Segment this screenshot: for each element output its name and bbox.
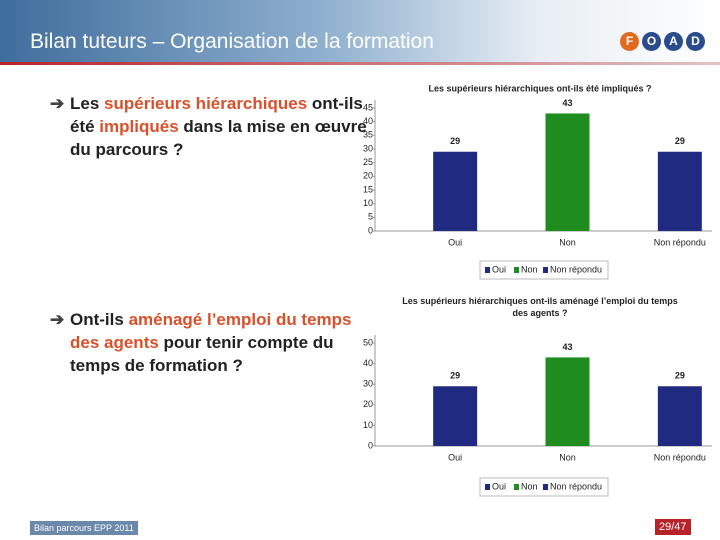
legend-label: Non répondu (550, 481, 602, 491)
x-tick-label: Non répondu (654, 237, 706, 247)
bullet: Les supérieurs hiérarchiques ont-ils été… (50, 92, 370, 161)
legend-swatch (543, 484, 548, 490)
legend-label: Non (521, 264, 538, 274)
header-rule (0, 62, 720, 65)
y-tick-label: 30 (363, 143, 373, 153)
footer-text: Bilan parcours EPP 2011 (30, 521, 138, 535)
legend-label: Oui (492, 481, 506, 491)
x-tick-label: Non (559, 237, 576, 247)
bar (433, 151, 478, 231)
bar (433, 386, 478, 446)
legend-swatch (514, 484, 519, 490)
y-tick-label: 35 (363, 130, 373, 140)
y-tick-label: 50 (363, 337, 373, 347)
y-tick-label: 20 (363, 171, 373, 181)
bar (657, 386, 702, 446)
y-tick-label: 0 (368, 225, 373, 235)
y-tick-label: 10 (363, 420, 373, 430)
logo-letter: O (642, 32, 661, 51)
legend-label: Non répondu (550, 264, 602, 274)
y-tick-label: 5 (368, 212, 373, 222)
bullet-text: supérieurs hiérarchiques (104, 94, 308, 113)
y-tick-label: 40 (363, 358, 373, 368)
y-tick-label: 30 (363, 379, 373, 389)
header-band (0, 0, 720, 62)
page-number: 29/47 (655, 519, 691, 535)
bullet-text: Ont-ils (70, 310, 129, 329)
bullet-text: ont-ils été (70, 94, 363, 136)
bullet-text: pour tenir compte du temps de formation … (70, 333, 334, 375)
value-label: 43 (562, 342, 572, 352)
slide-title: Bilan tuteurs – Organisation de la forma… (30, 30, 434, 53)
bullet-text: impliqués (99, 117, 179, 136)
bullet-text: aménagé l’emploi du temps des agents (70, 310, 352, 352)
x-tick-label: Oui (448, 452, 462, 462)
bullet: Ont-ils aménagé l’emploi du temps des ag… (50, 308, 370, 377)
legend-swatch (485, 267, 490, 273)
value-label: 29 (450, 371, 460, 381)
legend-swatch (485, 484, 490, 490)
x-tick-label: Non répondu (654, 452, 706, 462)
y-tick-label: 20 (363, 399, 373, 409)
chart-title: Les supérieurs hiérarchiques ont-ils amé… (402, 296, 678, 318)
y-tick-label: 25 (363, 157, 373, 167)
value-label: 29 (675, 136, 685, 146)
y-tick-label: 10 (363, 198, 373, 208)
value-label: 29 (675, 371, 685, 381)
value-label: 43 (562, 98, 572, 108)
legend-swatch (543, 267, 548, 273)
logo-letter: F (620, 32, 639, 51)
legend-label: Non (521, 481, 538, 491)
logo-letter: A (664, 32, 683, 51)
bar (545, 357, 590, 446)
bar (545, 113, 590, 231)
bullet-text: Les (70, 94, 105, 113)
bar (657, 151, 702, 231)
bullet-text: dans la mise en œuvre du parcours ? (70, 117, 367, 159)
legend-label: Oui (492, 264, 506, 274)
value-label: 29 (450, 136, 460, 146)
y-tick-label: 15 (363, 184, 373, 194)
legend-swatch (514, 267, 519, 273)
chart-title: Les supérieurs hiérarchiques ont-ils été… (428, 83, 651, 93)
x-tick-label: Oui (448, 237, 462, 247)
y-tick-label: 40 (363, 116, 373, 126)
logo-letter: D (686, 32, 705, 51)
y-tick-label: 0 (368, 440, 373, 450)
y-tick-label: 45 (363, 102, 373, 112)
x-tick-label: Non (559, 452, 576, 462)
